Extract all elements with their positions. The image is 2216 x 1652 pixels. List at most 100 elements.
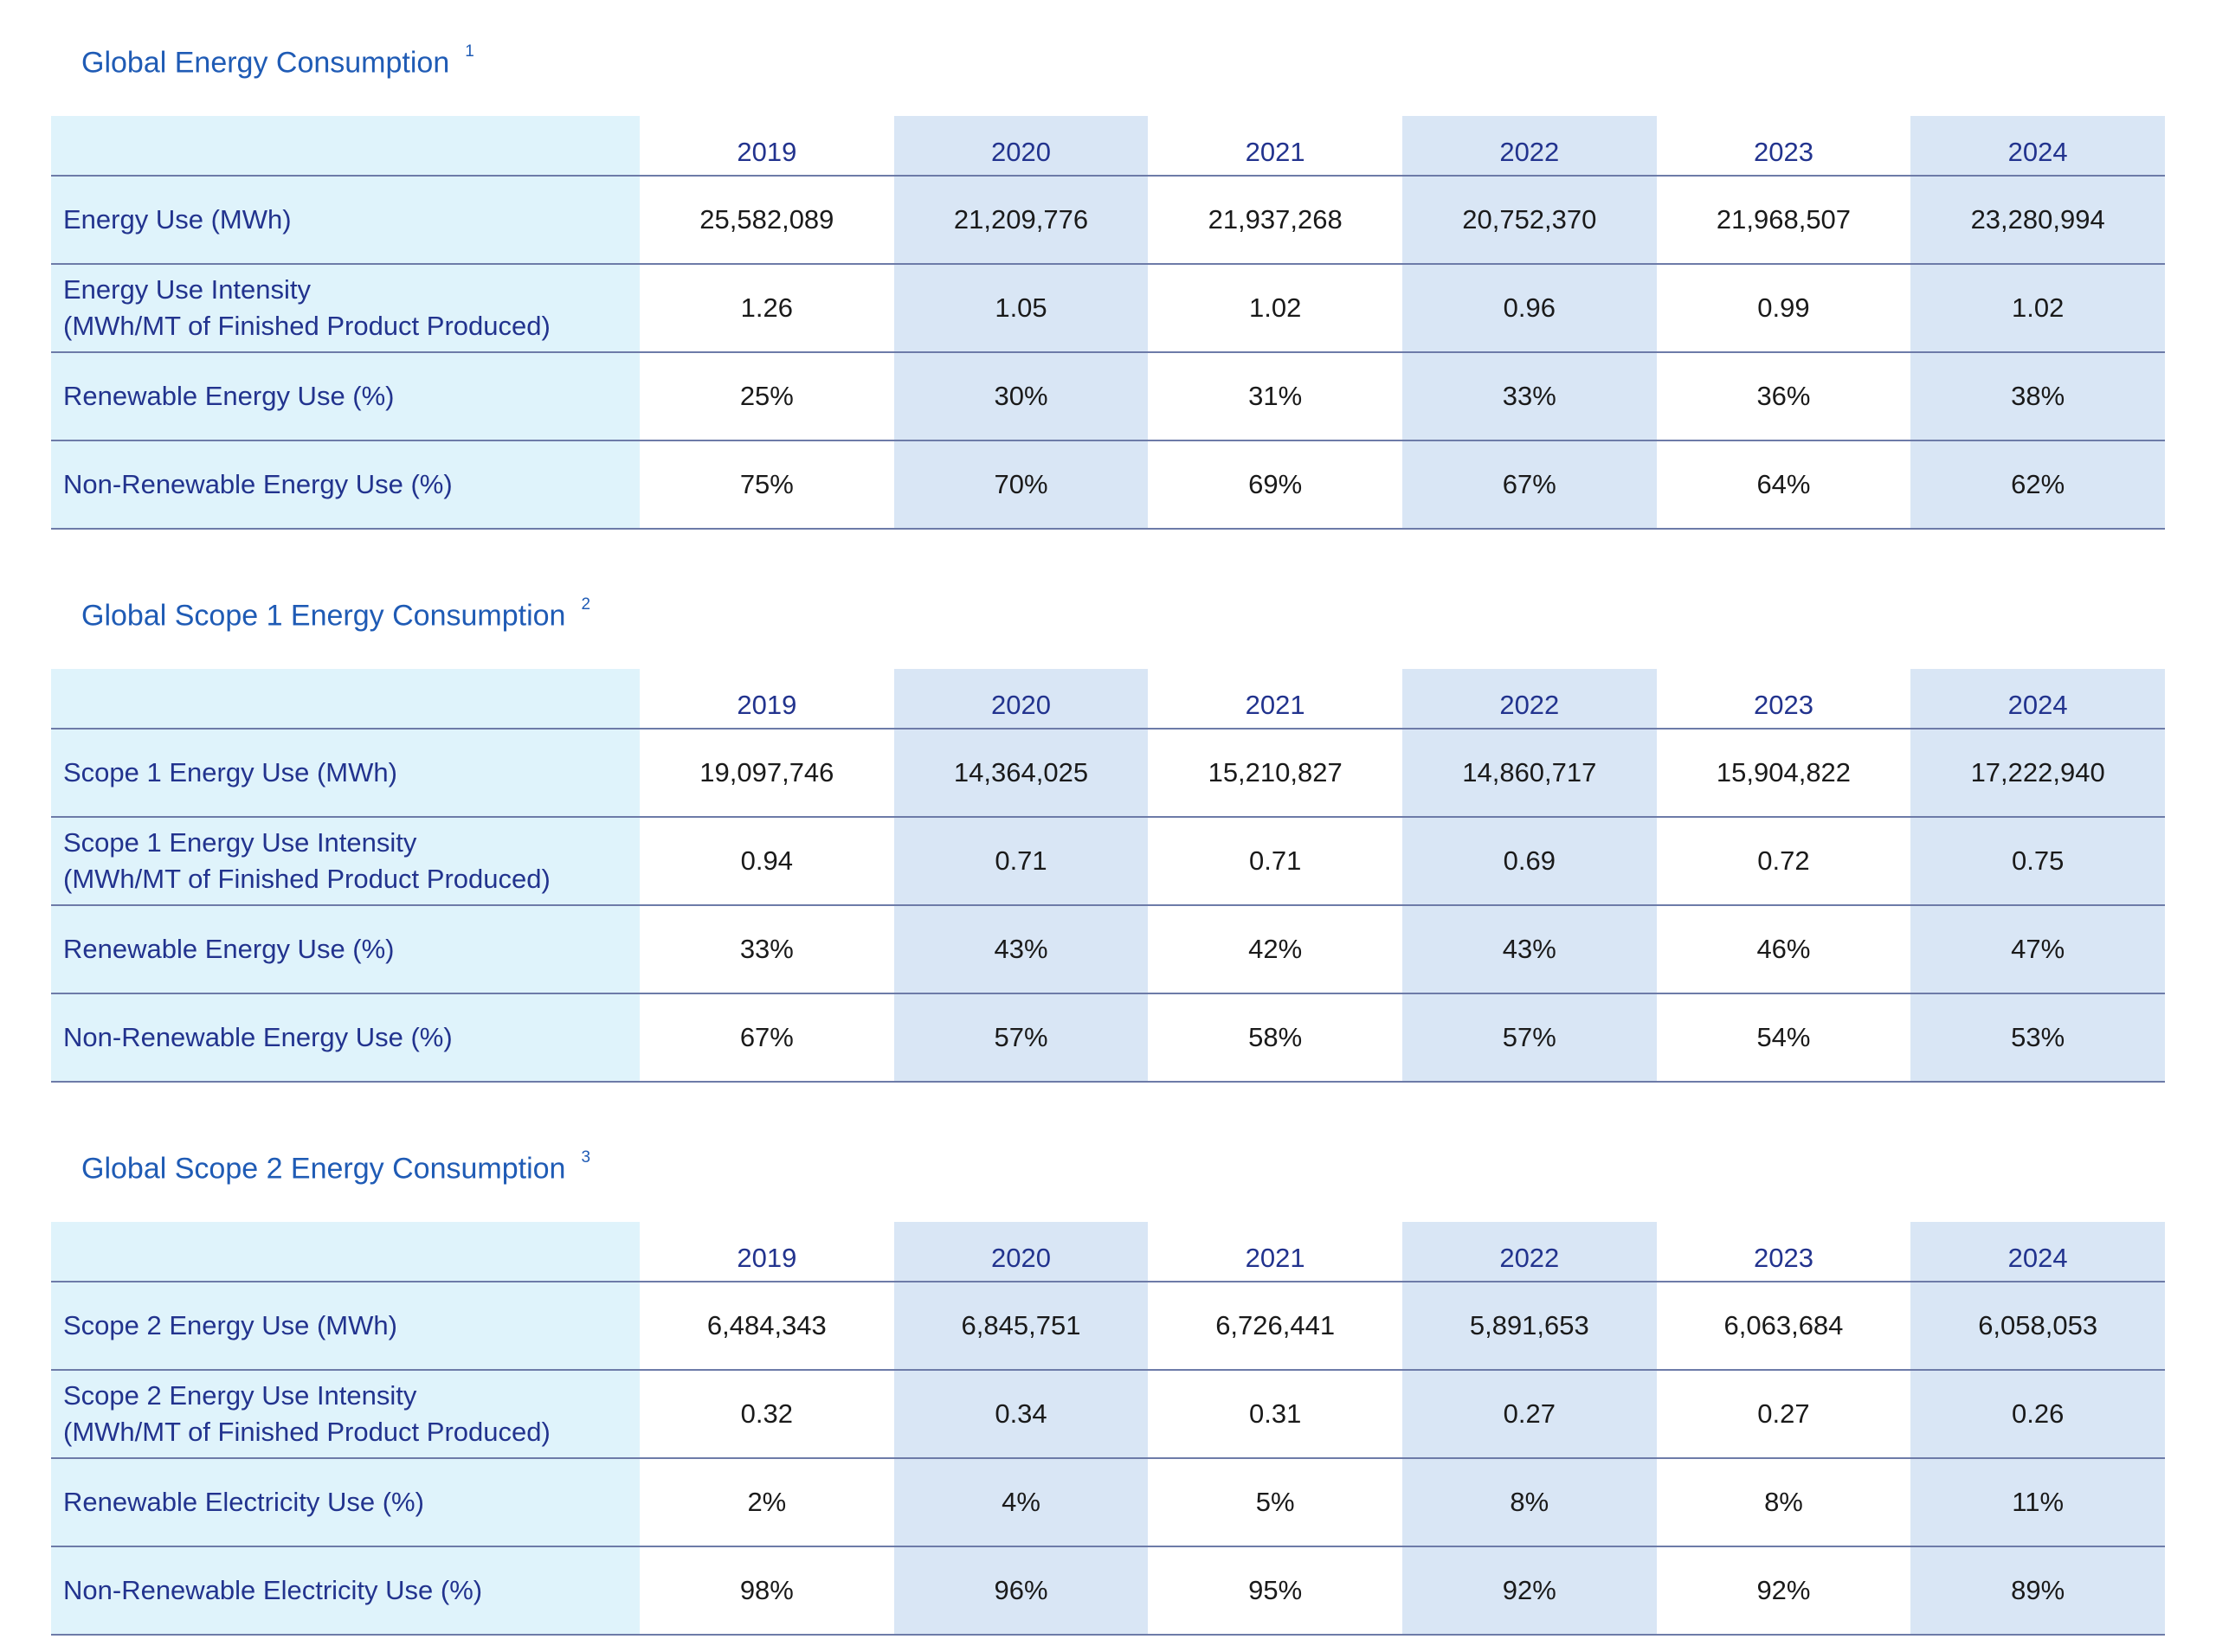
- table-cell: 6,063,684: [1656, 1282, 1911, 1371]
- table-cell: 0.32: [640, 1370, 894, 1459]
- table-cell: 6,845,751: [893, 1282, 1149, 1371]
- row-label: Scope 1 Energy Use Intensity (MWh/MT of F…: [51, 817, 641, 906]
- table-cell: 1.05: [893, 264, 1149, 353]
- table-body: Scope 2 Energy Use (MWh) 6,484,343 6,845,7…: [51, 1282, 2165, 1636]
- table-cell: 1.26: [640, 264, 894, 353]
- table-cell: 30%: [893, 352, 1149, 441]
- table-cell: 70%: [893, 440, 1149, 530]
- table-cell: 0.94: [640, 817, 894, 906]
- table-cell: 1.02: [1910, 264, 2165, 353]
- table-cell: 0.34: [893, 1370, 1149, 1459]
- table-header: 2019 2020 2021 2022 2023 2024: [51, 669, 2165, 730]
- table-cell: 57%: [893, 993, 1149, 1083]
- table-section: Global Energy Consumption 1 2019 2020 2021 20…: [51, 38, 2165, 530]
- table-header: 2019 2020 2021 2022 2023 2024: [51, 1222, 2165, 1282]
- data-table: 2019 2020 2021 2022 2023 2024 Scope 1 Energy U…: [51, 669, 2165, 1083]
- table-cell: 0.99: [1656, 264, 1911, 353]
- row-label-text: Scope 2 Energy Use (MWh): [63, 1310, 397, 1340]
- footnote-marker: 2: [581, 595, 591, 614]
- table-cell: 2%: [640, 1458, 894, 1547]
- year-header: 2023: [1656, 669, 1911, 730]
- header-row: 2019 2020 2021 2022 2023 2024: [51, 116, 2165, 177]
- table-row: Renewable Energy Use (%) 33% 43% 42% 43% 46% 4…: [51, 905, 2165, 994]
- section-title-text: Global Scope 1 Energy Consumption: [81, 599, 566, 633]
- table-cell: 4%: [893, 1458, 1149, 1547]
- section-title: Global Scope 1 Energy Consumption 2: [81, 591, 590, 634]
- row-label-text: Non-Renewable Electricity Use (%): [63, 1575, 483, 1605]
- table-section: Global Scope 1 Energy Consumption 2 2019 20…: [51, 591, 2165, 1083]
- table-cell: 67%: [640, 993, 894, 1083]
- table-cell: 95%: [1148, 1546, 1402, 1636]
- table-cell: 25,582,089: [640, 176, 894, 265]
- table-cell: 53%: [1910, 993, 2165, 1083]
- table-cell: 64%: [1656, 440, 1911, 530]
- table-cell: 6,058,053: [1910, 1282, 2165, 1371]
- table-cell: 92%: [1401, 1546, 1657, 1636]
- table-row: Energy Use (MWh) 25,582,089 21,209,776 21,9…: [51, 176, 2165, 265]
- table-body: Scope 1 Energy Use (MWh) 19,097,746 14,364…: [51, 729, 2165, 1083]
- table-row: Renewable Energy Use (%) 25% 30% 31% 33% 36% 3…: [51, 352, 2165, 441]
- table-cell: 0.26: [1910, 1370, 2165, 1459]
- table-cell: 36%: [1656, 352, 1911, 441]
- year-header: 2023: [1656, 116, 1911, 177]
- table-cell: 43%: [893, 905, 1149, 994]
- table-cell: 0.72: [1656, 817, 1911, 906]
- table-cell: 15,210,827: [1148, 729, 1402, 818]
- row-label-text: Non-Renewable Energy Use (%): [63, 1022, 453, 1052]
- table-cell: 0.71: [1148, 817, 1402, 906]
- row-label-text: Renewable Electricity Use (%): [63, 1487, 424, 1517]
- header-row: 2019 2020 2021 2022 2023 2024: [51, 1222, 2165, 1282]
- row-label-text: Renewable Energy Use (%): [63, 934, 395, 964]
- table-cell: 31%: [1148, 352, 1402, 441]
- table-cell: 62%: [1910, 440, 2165, 530]
- header-corner: [51, 669, 641, 730]
- row-label: Renewable Energy Use (%): [51, 352, 641, 441]
- header-corner: [51, 116, 641, 177]
- table-cell: 15,904,822: [1656, 729, 1911, 818]
- year-header: 2020: [893, 116, 1149, 177]
- row-label: Energy Use Intensity (MWh/MT of Finished …: [51, 264, 641, 353]
- table-cell: 69%: [1148, 440, 1402, 530]
- table-row: Scope 1 Energy Use (MWh) 19,097,746 14,364…: [51, 729, 2165, 818]
- table-cell: 42%: [1148, 905, 1402, 994]
- year-header: 2020: [893, 1222, 1149, 1282]
- year-header: 2019: [640, 669, 894, 730]
- year-header: 2019: [640, 116, 894, 177]
- year-header: 2021: [1148, 1222, 1402, 1282]
- table-cell: 11%: [1910, 1458, 2165, 1547]
- year-header: 2021: [1148, 669, 1402, 730]
- table-cell: 98%: [640, 1546, 894, 1636]
- table-cell: 38%: [1910, 352, 2165, 441]
- row-label: Scope 1 Energy Use (MWh): [51, 729, 641, 818]
- row-label: Scope 2 Energy Use Intensity (MWh/MT of F…: [51, 1370, 641, 1459]
- row-sublabel-text: (MWh/MT of Finished Product Produced): [63, 311, 551, 341]
- year-header: 2023: [1656, 1222, 1911, 1282]
- table-cell: 19,097,746: [640, 729, 894, 818]
- year-header: 2021: [1148, 116, 1402, 177]
- row-label-text: Scope 1 Energy Use Intensity: [63, 827, 417, 858]
- table-cell: 20,752,370: [1401, 176, 1657, 265]
- table-cell: 21,937,268: [1148, 176, 1402, 265]
- year-header: 2024: [1910, 669, 2165, 730]
- table-cell: 0.75: [1910, 817, 2165, 906]
- table-cell: 0.96: [1401, 264, 1657, 353]
- table-cell: 0.69: [1401, 817, 1657, 906]
- table-cell: 0.31: [1148, 1370, 1402, 1459]
- table-cell: 23,280,994: [1910, 176, 2165, 265]
- row-sublabel-text: (MWh/MT of Finished Product Produced): [63, 1417, 551, 1447]
- table-row: Renewable Electricity Use (%) 2% 4% 5% 8% 8% 1…: [51, 1458, 2165, 1547]
- table-cell: 14,860,717: [1401, 729, 1657, 818]
- row-label: Renewable Electricity Use (%): [51, 1458, 641, 1547]
- year-header: 2022: [1401, 116, 1657, 177]
- row-label: Energy Use (MWh): [51, 176, 641, 265]
- table-cell: 5%: [1148, 1458, 1402, 1547]
- section-title: Global Energy Consumption 1: [81, 38, 474, 81]
- table-cell: 33%: [1401, 352, 1657, 441]
- table-cell: 75%: [640, 440, 894, 530]
- table-cell: 17,222,940: [1910, 729, 2165, 818]
- row-label-text: Scope 1 Energy Use (MWh): [63, 757, 397, 787]
- table-cell: 0.27: [1656, 1370, 1911, 1459]
- row-label: Non-Renewable Energy Use (%): [51, 993, 641, 1083]
- row-label-text: Non-Renewable Energy Use (%): [63, 469, 453, 499]
